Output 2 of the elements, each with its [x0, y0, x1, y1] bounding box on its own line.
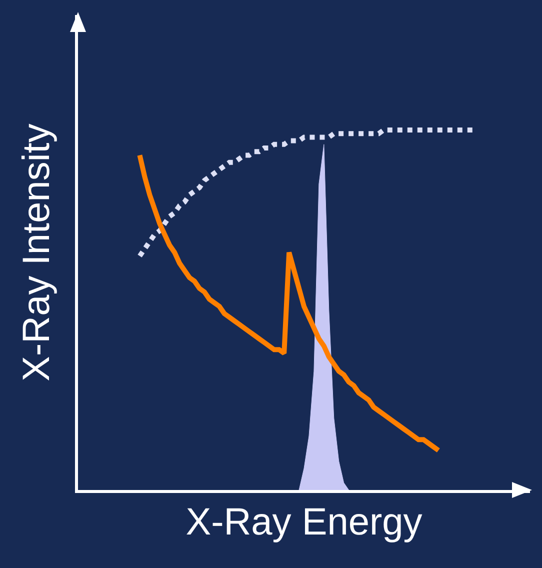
x-axis-title: X-Ray Energy: [186, 502, 422, 544]
y-axis-title: X-Ray Intensity: [16, 124, 58, 382]
